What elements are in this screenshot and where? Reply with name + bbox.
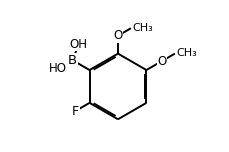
Text: CH₃: CH₃: [176, 48, 196, 58]
Text: O: O: [113, 29, 122, 42]
Text: O: O: [157, 55, 166, 68]
Text: CH₃: CH₃: [132, 22, 153, 33]
Text: B: B: [68, 54, 77, 67]
Text: HO: HO: [49, 62, 67, 75]
Text: OH: OH: [69, 38, 87, 51]
Text: F: F: [71, 105, 79, 117]
